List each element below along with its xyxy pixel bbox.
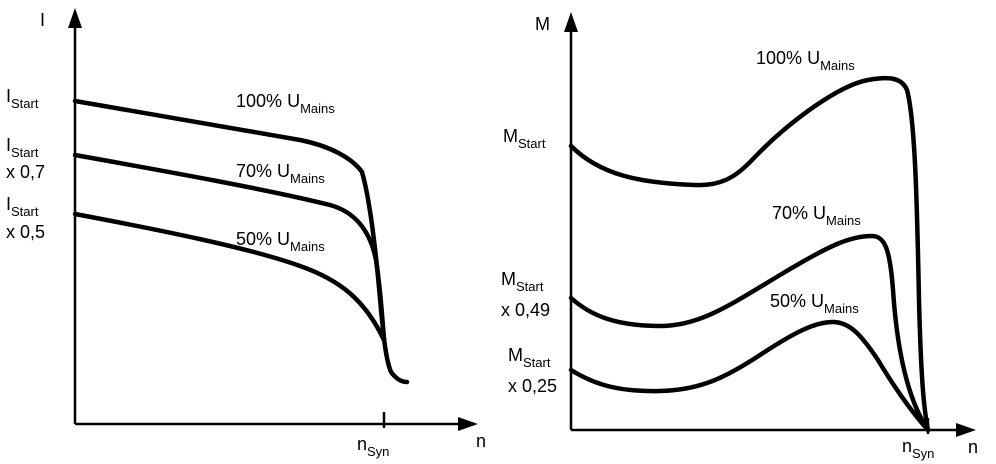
torque-mstart-049-label: MStart xyxy=(501,269,544,294)
current-curve-70-label: 70% UMains xyxy=(236,161,325,186)
current-istart-07-label: IStart xyxy=(6,135,39,160)
torque-chart: M n nSyn MStart MStart x 0,49 MStart x 0… xyxy=(501,12,978,461)
torque-curve-50-label: 50% UMains xyxy=(770,291,859,316)
torque-y-axis-arrow-icon xyxy=(564,12,578,32)
torque-mstart-label: MStart xyxy=(503,126,546,151)
current-curve-100-label: 100% UMains xyxy=(236,91,335,116)
torque-y-axis-label: M xyxy=(535,14,550,34)
current-istart-label: IStart xyxy=(6,86,39,111)
current-chart: I n nSyn IStart IStart x 0,7 IStart x 0,… xyxy=(6,8,486,459)
current-curve-70 xyxy=(72,152,387,343)
current-nsyn-label: nSyn xyxy=(357,434,389,459)
current-curve-50-label: 50% UMains xyxy=(236,229,325,254)
torque-mstart-025-factor: x 0,25 xyxy=(508,376,557,396)
current-x-axis-label: n xyxy=(476,431,486,451)
torque-curve-100-label: 100% UMains xyxy=(756,48,855,73)
current-y-axis-label: I xyxy=(40,10,45,30)
torque-mstart-049-factor: x 0,49 xyxy=(501,300,550,320)
torque-curve-70-label: 70% UMains xyxy=(772,203,861,228)
torque-curve-50 xyxy=(568,319,931,433)
torque-curve-100 xyxy=(568,75,931,433)
current-istart-05-label: IStart xyxy=(6,194,39,219)
torque-x-axis-label: n xyxy=(968,437,978,457)
torque-nsyn-label: nSyn xyxy=(902,436,934,461)
current-x-axis-arrow-icon xyxy=(458,417,478,431)
current-y-axis-arrow-icon xyxy=(68,8,82,28)
torque-x-axis-arrow-icon xyxy=(956,423,976,437)
torque-curve-70 xyxy=(568,233,931,433)
current-istart-05-factor: x 0,5 xyxy=(6,222,45,242)
torque-mstart-025-label: MStart xyxy=(508,345,551,370)
current-istart-07-factor: x 0,7 xyxy=(6,162,45,182)
current-curve-50 xyxy=(72,211,387,343)
